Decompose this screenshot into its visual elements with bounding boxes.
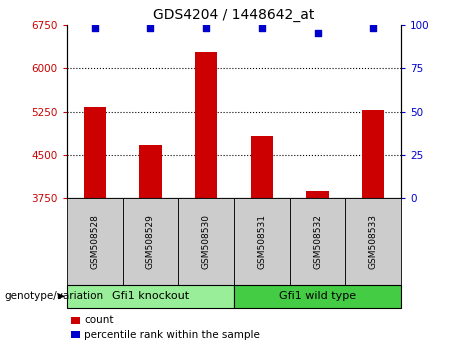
Point bbox=[258, 25, 266, 31]
Text: GSM508528: GSM508528 bbox=[90, 214, 99, 269]
Bar bbox=[307, 191, 329, 198]
Bar bbox=[67, 285, 234, 308]
Bar bbox=[234, 198, 290, 285]
Bar bbox=[345, 198, 401, 285]
Bar bbox=[195, 52, 217, 198]
Text: genotype/variation: genotype/variation bbox=[5, 291, 104, 301]
Point bbox=[147, 25, 154, 31]
Bar bbox=[362, 110, 384, 198]
Point bbox=[314, 30, 321, 36]
Text: GSM508530: GSM508530 bbox=[201, 214, 211, 269]
Title: GDS4204 / 1448642_at: GDS4204 / 1448642_at bbox=[153, 8, 315, 22]
Bar bbox=[71, 317, 80, 324]
Text: GSM508531: GSM508531 bbox=[257, 214, 266, 269]
Text: count: count bbox=[84, 315, 114, 325]
Text: GSM508532: GSM508532 bbox=[313, 214, 322, 269]
Text: percentile rank within the sample: percentile rank within the sample bbox=[84, 330, 260, 339]
Bar bbox=[234, 285, 401, 308]
Bar bbox=[251, 136, 273, 198]
Bar bbox=[123, 198, 178, 285]
Point bbox=[91, 25, 98, 31]
Bar bbox=[71, 331, 80, 338]
Text: GSM508533: GSM508533 bbox=[369, 214, 378, 269]
Point bbox=[202, 25, 210, 31]
Bar bbox=[139, 145, 161, 198]
Text: Gfi1 wild type: Gfi1 wild type bbox=[279, 291, 356, 302]
Bar bbox=[178, 198, 234, 285]
Bar bbox=[290, 198, 345, 285]
Bar bbox=[67, 198, 123, 285]
Point bbox=[370, 25, 377, 31]
Text: GSM508529: GSM508529 bbox=[146, 214, 155, 269]
Text: Gfi1 knockout: Gfi1 knockout bbox=[112, 291, 189, 302]
Bar bbox=[83, 108, 106, 198]
